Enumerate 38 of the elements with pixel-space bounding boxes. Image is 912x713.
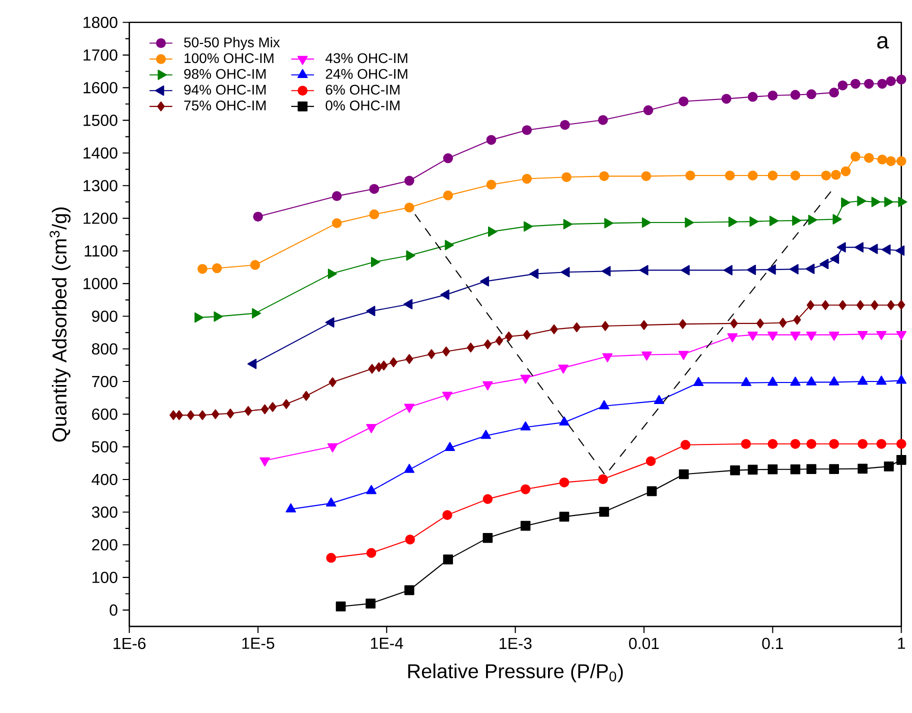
y-tick-label: 1700 bbox=[84, 49, 118, 61]
y-tick-label: 100 bbox=[92, 572, 118, 584]
x-axis-title: Relative Pressure (P/P$_{0}$) bbox=[408, 664, 623, 682]
y-tick-label: 1600 bbox=[84, 82, 118, 94]
x-tick-label: 0.01 bbox=[629, 638, 659, 650]
y-tick-label: 500 bbox=[92, 441, 118, 452]
y-tick-label: 1200 bbox=[84, 212, 118, 224]
legend-label: 94% OHC-IM bbox=[184, 84, 266, 95]
y-tick-label: 0 bbox=[110, 604, 118, 616]
legend-label: 75% OHC-IM bbox=[184, 100, 266, 110]
legend-label: 6% OHC-IM bbox=[326, 84, 400, 95]
y-tick-label: 1500 bbox=[84, 114, 118, 126]
y-tick-label: 800 bbox=[92, 343, 118, 354]
y-tick-label: 600 bbox=[92, 408, 118, 420]
y-tick-label: 400 bbox=[92, 474, 118, 486]
x-tick-label: 1E-3 bbox=[500, 638, 532, 650]
x-tick-label: 0.1 bbox=[762, 638, 784, 650]
annotation: a bbox=[877, 36, 889, 49]
x-tick-label: 1 bbox=[898, 638, 905, 649]
legend-label: 0% OHC-IM bbox=[326, 100, 400, 110]
y-tick-label: 700 bbox=[92, 376, 118, 388]
y-tick-label: 1300 bbox=[84, 180, 118, 192]
y-axis-title: Quantity Adsorbed (cm$^{3}$/g) bbox=[50, 207, 71, 442]
x-tick-label: 1E-6 bbox=[114, 638, 146, 650]
y-tick-label: 1100 bbox=[84, 245, 118, 257]
y-tick-label: 900 bbox=[92, 310, 118, 322]
y-tick-label: 1800 bbox=[84, 16, 118, 28]
legend-label: 98% OHC-IM bbox=[184, 68, 266, 79]
legend-label: 100% OHC-IM bbox=[184, 53, 274, 64]
y-tick-label: 300 bbox=[92, 506, 118, 518]
y-tick-label: 1400 bbox=[84, 147, 118, 159]
x-tick-label: 1E-4 bbox=[370, 638, 404, 649]
x-tick-label: 1E-5 bbox=[242, 638, 274, 649]
y-tick-label: 200 bbox=[92, 539, 118, 550]
legend-label: 43% OHC-IM bbox=[325, 53, 408, 64]
y-tick-label: 1000 bbox=[84, 278, 118, 290]
legend-label: 50-50 Phys Mix bbox=[184, 37, 280, 50]
legend-label: 24% OHC-IM bbox=[326, 68, 408, 79]
